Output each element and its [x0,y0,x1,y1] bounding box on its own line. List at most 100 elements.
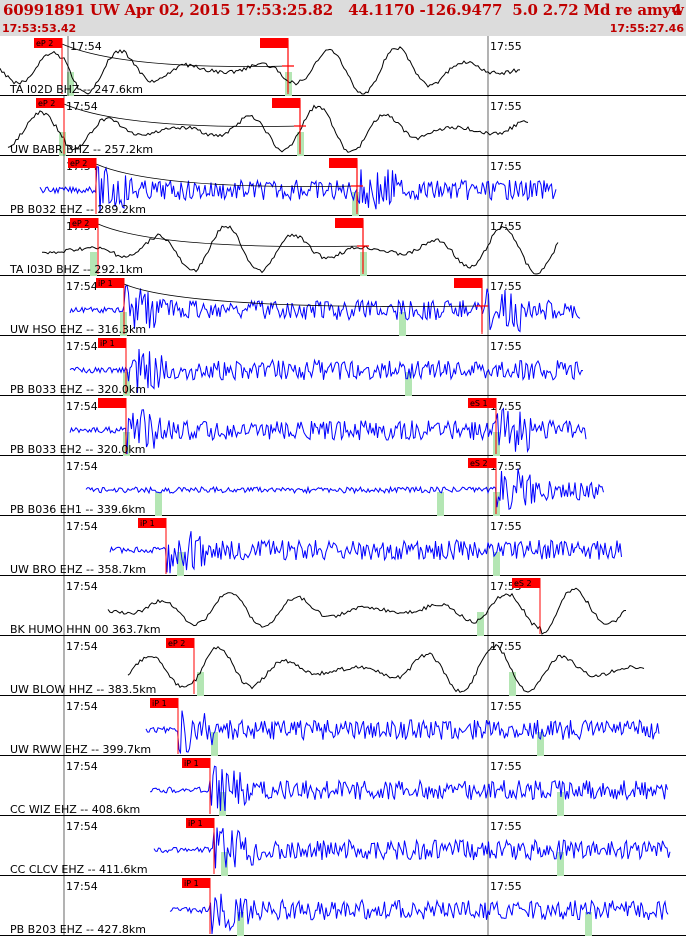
amplitude-window-marker [197,672,204,696]
waveform-trace[interactable] [149,765,668,812]
waveform-trace[interactable] [69,407,587,455]
waveform-trace[interactable] [42,225,559,275]
minute-label: 17:55 [490,640,522,653]
trace-panel[interactable]: 17:54 17:55 iP 1 PB B033 EHZ -- 320.0km [0,336,686,396]
s-pick-marker[interactable] [357,220,369,272]
coda-duration-curve [97,223,364,247]
event-count: 4 [671,1,682,19]
waveform-trace[interactable] [127,644,645,693]
phase-pick-flag[interactable] [96,278,124,288]
window-start-time: 17:53:53.42 [2,22,77,35]
minute-label: 17:54 [66,580,98,593]
coda-duration-curve [123,283,483,307]
phase-pick-label: iP 1 [184,879,199,888]
minute-label: 17:55 [490,520,522,533]
phase-pick-flag[interactable] [182,878,210,888]
s-pick-marker[interactable] [351,160,363,212]
phase-pick-label: eS 1 [470,399,488,408]
phase-pick-flag[interactable] [98,398,126,408]
minute-label: 17:54 [66,820,98,833]
waveform-trace[interactable] [69,348,584,393]
amplitude-window-marker [221,852,228,876]
station-label: PB B033 EH2 -- 320.0km [10,443,145,456]
station-label: PB B203 EHZ -- 427.8km [10,923,146,936]
trace-panel[interactable]: 17:54 17:55 iP 1 UW RWW EHZ -- 399.7km [0,696,686,756]
amplitude-window-marker [211,732,218,756]
phase-pick-flag[interactable] [166,638,194,648]
trace-panel[interactable]: 17:54 17:55 iP 1 UW BRO EHZ -- 358.7km [0,516,686,576]
trace-panel[interactable]: 17:54 17:55 eP 2 TA I02D BHZ -- 247.6km [0,36,686,96]
station-label: UW BLOW HHZ -- 383.5km [10,683,156,696]
phase-pick-flag[interactable] [512,578,540,588]
minute-label: 17:54 [66,400,98,413]
minute-label: 17:55 [490,340,522,353]
phase-pick-flag[interactable] [138,518,166,528]
phase-pick-label: eP 2 [72,219,89,228]
phase-pick-flag[interactable] [272,98,300,108]
trace-panel[interactable]: 17:54 17:55 eP 2 UW BABR BHZ -- 257.2km [0,96,686,156]
trace-panel[interactable]: 17:54 17:55 eP 2 UW BLOW HHZ -- 383.5km [0,636,686,696]
waveform-trace[interactable] [85,468,604,510]
s-pick-marker[interactable] [282,40,294,92]
phase-pick-label: iP 1 [140,519,155,528]
minute-label: 17:54 [66,700,98,713]
phase-pick-flag[interactable] [260,38,288,48]
minute-label: 17:54 [66,100,98,113]
phase-pick-flag[interactable] [468,398,496,408]
phase-pick-flag[interactable] [98,338,126,348]
trace-panel[interactable]: 17:54 17:55 iP 1 CC CLCV EHZ -- 411.6km [0,816,686,876]
station-label: UW BABR BHZ -- 257.2km [10,143,153,156]
waveform-trace[interactable] [153,827,671,869]
phase-pick-flag[interactable] [468,458,496,468]
phase-pick-flag[interactable] [186,818,214,828]
amplitude-window-marker [509,672,516,696]
s-pick-marker[interactable] [476,280,488,332]
waveform-trace[interactable] [169,893,669,935]
phase-pick-label: iP 1 [152,699,167,708]
amplitude-window-marker [237,912,244,936]
station-label: UW HSO EHZ -- 316.3km [10,323,146,336]
minute-label: 17:54 [66,760,98,773]
waveform-trace[interactable] [0,46,520,95]
trace-panel[interactable]: 17:54 17:55 iP 1 UW HSO EHZ -- 316.3km [0,276,686,336]
phase-pick-flag[interactable] [329,158,357,168]
coda-duration-curve [61,43,289,67]
trace-panel[interactable]: 17:54 17:55 iP 1 PB B203 EHZ -- 427.8km [0,876,686,936]
phase-pick-flag[interactable] [34,38,62,48]
minute-label: 17:54 [66,880,98,893]
minute-label: 17:55 [490,700,522,713]
waveform-trace[interactable] [109,531,622,574]
waveform-trace[interactable] [145,710,660,754]
waveform-trace[interactable] [7,104,529,153]
phase-pick-label: iP 1 [184,759,199,768]
event-header: 60991891 UW Apr 02, 2015 17:53:25.82 44.… [0,0,686,36]
station-label: TA I03D BHZ -- 292.1km [9,263,143,276]
amplitude-window-marker [90,252,97,276]
amplitude-window-marker [352,192,359,216]
phase-pick-flag[interactable] [68,158,96,168]
minute-label: 17:55 [490,880,522,893]
s-pick-marker[interactable] [294,100,306,152]
phase-pick-flag[interactable] [150,698,178,708]
amplitude-window-marker [557,792,564,816]
amplitude-window-marker [537,732,544,756]
phase-pick-label: eP 2 [70,159,87,168]
station-label: PB B032 EHZ -- 289.2km [10,203,146,216]
phase-pick-flag[interactable] [70,218,98,228]
waveform-trace[interactable] [39,166,557,213]
waveform-trace[interactable] [107,587,627,635]
phase-pick-flag[interactable] [335,218,363,228]
trace-panel[interactable]: 17:54 17:55 iP 1 CC WIZ EHZ -- 408.6km [0,756,686,816]
waveform-trace[interactable] [69,284,581,333]
minute-label: 17:54 [66,340,98,353]
station-label: TA I02D BHZ -- 247.6km [9,83,143,96]
phase-pick-flag[interactable] [454,278,482,288]
phase-pick-flag[interactable] [182,758,210,768]
phase-pick-flag[interactable] [36,98,64,108]
